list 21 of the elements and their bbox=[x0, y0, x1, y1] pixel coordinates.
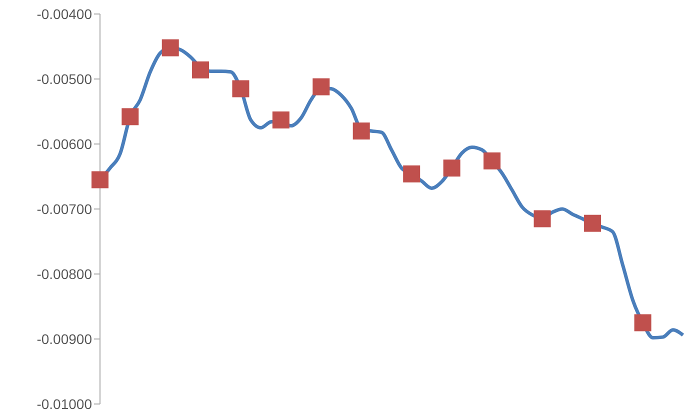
y-tick-label: -0.00900 bbox=[36, 330, 92, 347]
point bbox=[272, 111, 290, 128]
point bbox=[534, 210, 551, 228]
point bbox=[122, 108, 139, 126]
point bbox=[162, 39, 179, 56]
point bbox=[92, 171, 108, 188]
point bbox=[584, 214, 602, 232]
point bbox=[312, 78, 330, 96]
point bbox=[634, 314, 652, 332]
y-tick-label: -0.00700 bbox=[36, 200, 92, 217]
y-tick-label: -0.00400 bbox=[36, 6, 92, 22]
point bbox=[484, 152, 501, 170]
y-tick-label: -0.00600 bbox=[36, 136, 92, 152]
y-tick-label: -0.01000 bbox=[36, 396, 92, 412]
y-tick-label: -0.00500 bbox=[36, 70, 92, 87]
point bbox=[192, 61, 210, 78]
point bbox=[352, 122, 370, 140]
point bbox=[232, 80, 250, 98]
point bbox=[443, 160, 460, 177]
point bbox=[403, 165, 420, 182]
y-tick-label: -0.00800 bbox=[36, 266, 92, 282]
